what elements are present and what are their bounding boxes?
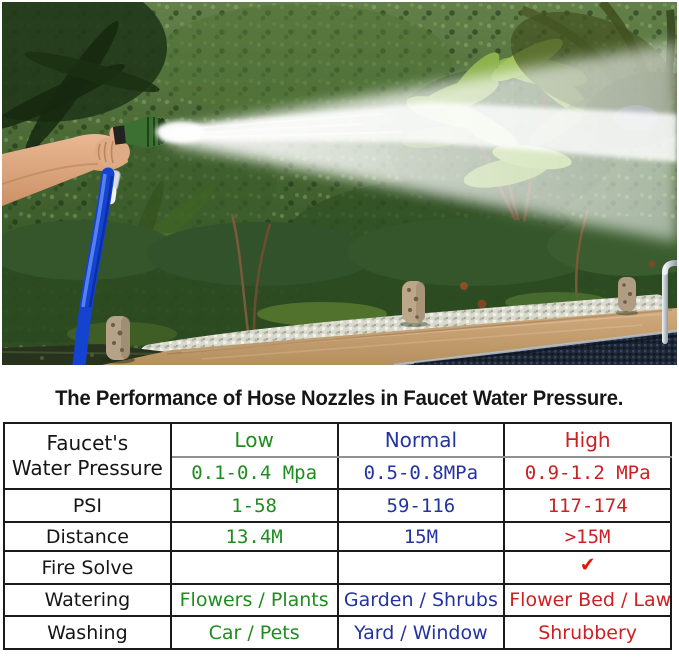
row-distance: Distance 13.4M 15M >15M [3,521,672,552]
garden-hose-spray-photo [2,2,677,365]
cell-watering-high: Flower Bed / Lawn [503,583,672,617]
label-washing: Washing [3,615,172,650]
stone-paving [102,308,677,365]
label-fire-solve: Fire Solve [3,550,172,585]
water-spray-mist [156,42,677,242]
cell-distance-normal: 15M [336,521,506,552]
cell-washing-normal: Yard / Window [336,615,506,650]
row-watering: Watering Flowers / Plants Garden / Shrub… [3,583,672,617]
range-low: 0.1-0.4 Mpa [169,456,339,490]
pool-tile-edge [393,329,677,365]
corner-line1: Faucet's [46,431,129,455]
header-low: Low [169,422,339,458]
cell-psi-normal: 59-116 [336,488,506,523]
cell-psi-high: 117-174 [503,488,672,523]
label-watering: Watering [3,583,172,617]
corner-line2: Water Pressure [11,456,163,480]
pool-ladder [662,260,677,344]
corner-cell-faucet-water-pressure: Faucet's Water Pressure [3,422,172,490]
header-row-levels: Faucet's Water Pressure Low Normal High [3,422,672,490]
label-distance: Distance [3,521,172,552]
header-row-ranges: 0.1-0.4 Mpa 0.5-0.8MPa 0.9-1.2 MPa [4,456,672,490]
cell-fire-low [169,550,339,585]
cell-watering-normal: Garden / Shrubs [336,583,506,617]
performance-table: Faucet's Water Pressure Low Normal High … [3,422,672,650]
arm-hand [2,126,130,206]
range-high: 0.9-1.2 MPa [503,456,672,490]
cell-washing-low: Car / Pets [169,615,339,650]
page-title-text: The Performance of Hose Nozzles in Fauce… [55,386,624,410]
header-high: High [503,422,672,458]
row-psi: PSI 1-58 59-116 117-174 [3,488,672,523]
row-fire-solve: Fire Solve ✔ [3,550,672,585]
cell-distance-high: >15M [503,521,672,552]
page-title: The Performance of Hose Nozzles in Fauce… [0,386,679,411]
row-washing: Washing Car / Pets Yard / Window Shrubbe… [3,615,672,650]
cell-watering-low: Flowers / Plants [169,583,339,617]
header-normal: Normal [336,422,506,458]
cell-fire-high: ✔ [503,550,672,585]
cell-distance-low: 13.4M [169,521,339,552]
cell-washing-high: Shrubbery [503,615,672,650]
blue-hose [72,167,115,365]
stone-totems [101,277,638,364]
range-normal: 0.5-0.8MPa [336,456,506,490]
check-icon: ✔ [578,553,597,577]
cell-psi-low: 1-58 [169,488,339,523]
cell-fire-normal [336,550,506,585]
label-psi: PSI [3,488,172,523]
